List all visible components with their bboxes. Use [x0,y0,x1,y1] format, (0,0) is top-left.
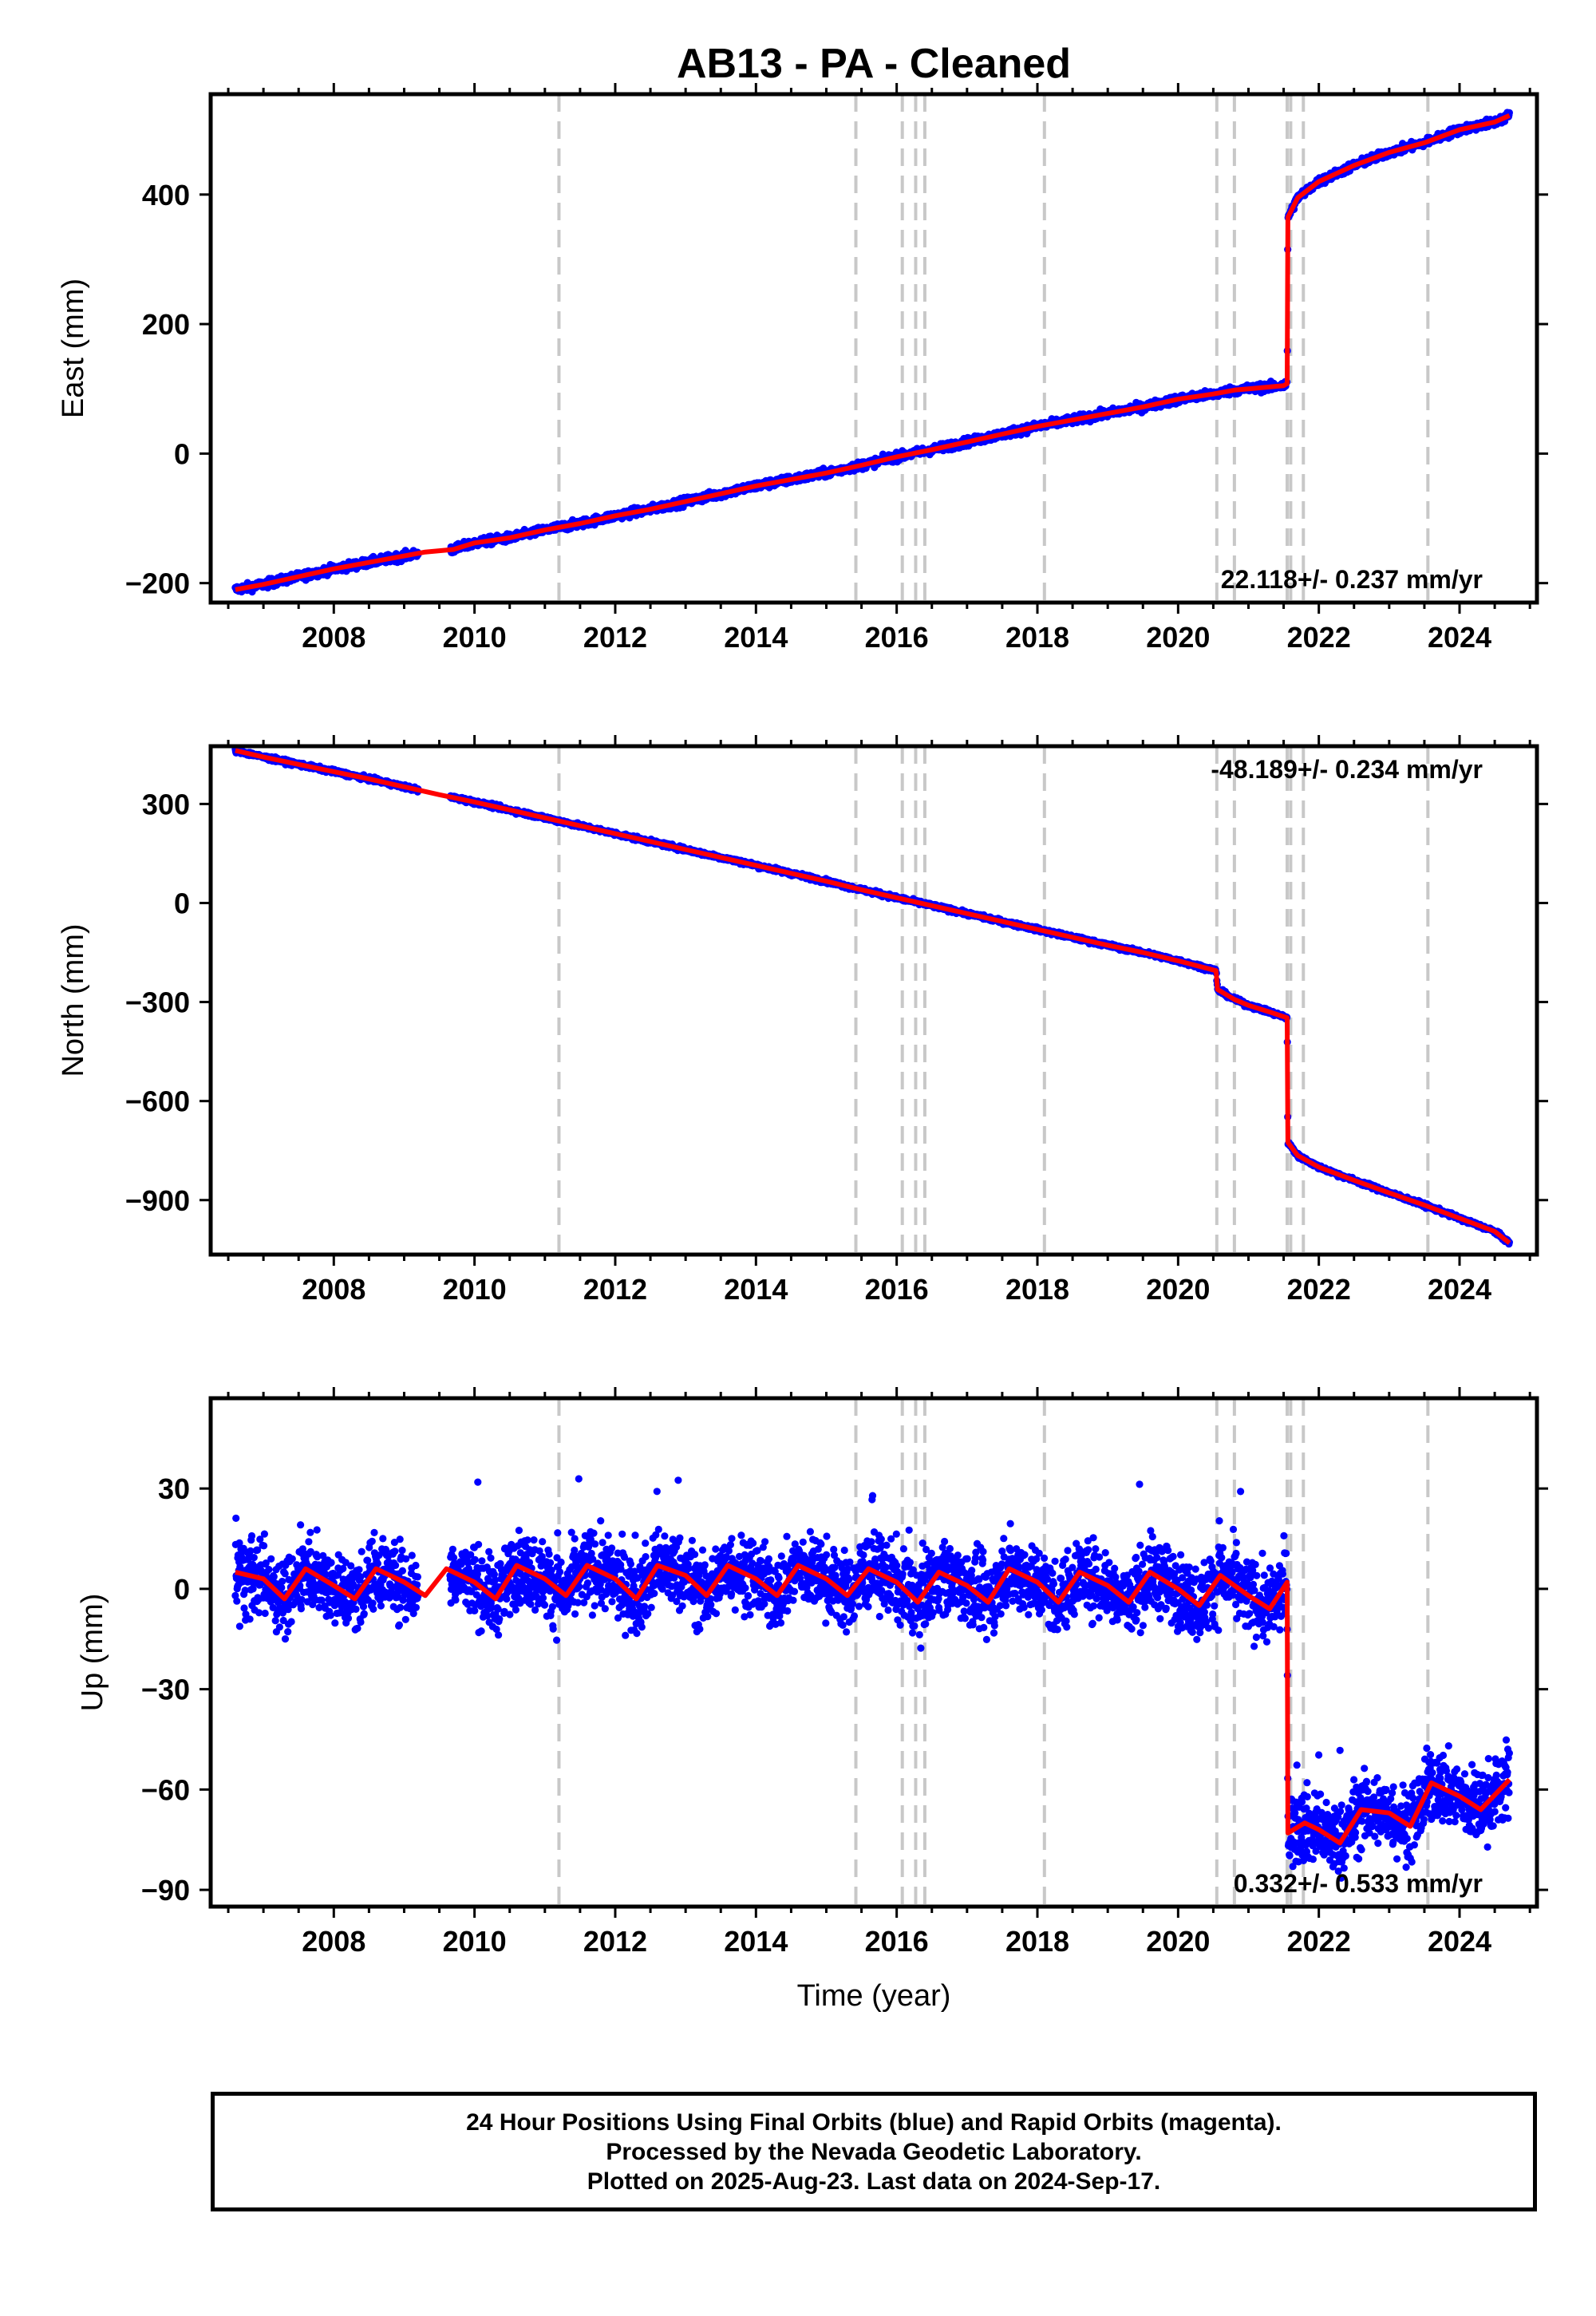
x-tick-label: 2012 [583,621,647,654]
y-axis-label: East (mm) [57,279,90,418]
panel-1: 2008 2010 2012 2014 2016 2018 2020 2022 2024 −200… [57,83,1548,654]
x-tick-label: 2018 [1005,621,1069,654]
chart-title: AB13 - PA - Cleaned [677,41,1071,87]
y-tick-label: 0 [174,437,190,470]
y-tick-label: −200 [125,567,190,600]
x-tick-label: 2014 [724,621,788,654]
rate-annotation: 22.118+/- 0.237 mm/yr [1221,565,1483,594]
x-tick-label: 2020 [1146,621,1210,654]
data-points [231,746,1513,1248]
model-fit-line [235,113,1511,592]
plot-frame [208,92,1539,605]
x-tick-label: 2016 [865,621,929,654]
x-tick-label: 2024 [1428,621,1491,654]
x-tick-label: 2010 [443,621,507,654]
x-tick-label: 2008 [302,621,365,654]
x-tick-label: 2022 [1287,621,1351,654]
y-tick-label: 400 [142,179,190,211]
panel-2: 2008 2010 2012 2014 2016 2018 2020 2022 20243000… [57,735,1548,1306]
y-tick-label: 200 [142,308,190,341]
